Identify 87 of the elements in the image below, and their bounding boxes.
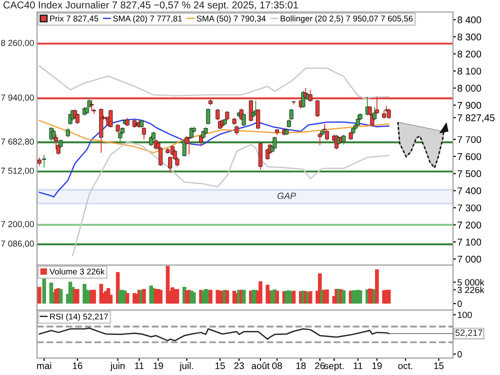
y-tick-label: 7 200 bbox=[458, 222, 482, 228]
candlestick bbox=[258, 142, 262, 170]
ref-line-label: 7 940,00 bbox=[1, 94, 34, 102]
ref-line-label: 7 512,00 bbox=[1, 168, 34, 175]
candlestick bbox=[52, 128, 56, 141]
y-tick-label: 7 600 bbox=[458, 153, 482, 160]
y-tick-label: 7 400 bbox=[458, 187, 482, 194]
x-tick-label: juil. bbox=[179, 362, 193, 371]
legend-label: Bollinger (20 2,5) 7 950,07 7 605,56 bbox=[280, 15, 413, 24]
bar bbox=[76, 289, 80, 304]
bar bbox=[42, 278, 46, 304]
x-tick-label: 15 bbox=[434, 362, 444, 370]
x-tick-label: août bbox=[252, 362, 270, 370]
bar bbox=[58, 289, 63, 304]
x-tick-label: 15 bbox=[216, 362, 225, 370]
ref-line-label: 7 200,00 bbox=[1, 221, 34, 228]
annotation: 52,217 bbox=[455, 330, 482, 338]
x-tick-label: mai bbox=[37, 362, 52, 370]
bar bbox=[142, 289, 146, 304]
y-tick-label: 7 500 bbox=[458, 170, 482, 178]
line-series bbox=[38, 327, 390, 342]
legend-label: SMA (20) 7 777,81 bbox=[113, 15, 182, 24]
bar bbox=[208, 290, 212, 304]
legend-label: Volume 3 226k bbox=[50, 268, 105, 275]
candlestick bbox=[225, 110, 230, 121]
bar bbox=[37, 286, 42, 304]
bar bbox=[258, 281, 262, 304]
y-tick-label: 7 827,45 bbox=[458, 114, 495, 122]
x-tick-label: 19 bbox=[154, 362, 164, 370]
y-tick-label: 8 300 bbox=[458, 34, 482, 40]
y-tick-label: 7 900 bbox=[458, 102, 482, 109]
y-tick-label: 0 bbox=[458, 351, 462, 358]
candlestick bbox=[206, 108, 210, 125]
ref-line-label: 7 086,00 bbox=[1, 240, 34, 248]
x-tick-label: 19 bbox=[372, 362, 382, 370]
x-tick-label: 23 bbox=[234, 362, 244, 370]
y-tick-label: 100 bbox=[458, 312, 472, 318]
bar bbox=[125, 293, 130, 304]
chart-title: CAC40 Index Journalier 7 827,45 −0,57 % 24 sept. 2025, 17:35:01 bbox=[4, 1, 298, 10]
y-tick-label: 0 bbox=[458, 300, 462, 307]
x-tick-label: 26 bbox=[315, 362, 325, 370]
bar bbox=[342, 290, 346, 304]
x-tick-label: 11 bbox=[135, 362, 144, 370]
candlestick bbox=[198, 134, 204, 147]
bar bbox=[92, 290, 96, 304]
ref-line-label: 8 260,00 bbox=[1, 40, 34, 47]
bar bbox=[325, 289, 329, 304]
line-series bbox=[38, 65, 390, 100]
legend-label: Prix 7 827,45 bbox=[50, 15, 98, 22]
bar bbox=[358, 290, 362, 304]
y-tick-label: 5 000k bbox=[458, 278, 484, 286]
band-label: GAP bbox=[278, 192, 296, 200]
x-tick-label: 11 bbox=[354, 362, 362, 370]
x-tick-label: oct. bbox=[398, 362, 412, 370]
bar bbox=[242, 290, 246, 304]
line-series bbox=[38, 118, 390, 198]
candlestick bbox=[108, 109, 113, 128]
x-tick-label: 16 bbox=[72, 362, 82, 370]
legend-label: SMA (50) 7 790,34 bbox=[196, 15, 266, 24]
candlestick bbox=[318, 132, 322, 146]
candlestick bbox=[66, 128, 70, 138]
y-tick-label: 8 400 bbox=[458, 16, 482, 24]
bar bbox=[175, 289, 180, 304]
x-tick-label: juin bbox=[110, 362, 125, 371]
line-series bbox=[72, 141, 390, 256]
bar bbox=[386, 290, 391, 304]
bar bbox=[192, 292, 196, 304]
x-tick-label: 08 bbox=[272, 362, 282, 370]
ref-line-label: 7 682,80 bbox=[1, 138, 34, 146]
y-tick-label: 8 100 bbox=[458, 68, 482, 75]
bar bbox=[225, 290, 230, 304]
y-tick-label: 3 226k bbox=[458, 286, 484, 294]
bar bbox=[292, 290, 296, 304]
y-tick-label: 7 000 bbox=[458, 256, 482, 263]
x-tick-label: sept. bbox=[324, 362, 344, 371]
y-tick-label: 8 000 bbox=[458, 84, 482, 92]
candlestick bbox=[356, 114, 360, 127]
y-tick-label: 7 100 bbox=[458, 238, 482, 246]
line-series bbox=[38, 120, 390, 154]
y-tick-label: 7 700 bbox=[458, 136, 482, 143]
candlestick bbox=[242, 113, 246, 127]
legend-label: RSI (14) 52,217 bbox=[50, 313, 108, 322]
y-tick-label: 8 200 bbox=[458, 50, 482, 58]
bar bbox=[158, 290, 163, 304]
y-tick-label: 7 300 bbox=[458, 204, 482, 212]
bar bbox=[275, 290, 279, 304]
x-tick-label: 18 bbox=[296, 362, 306, 370]
